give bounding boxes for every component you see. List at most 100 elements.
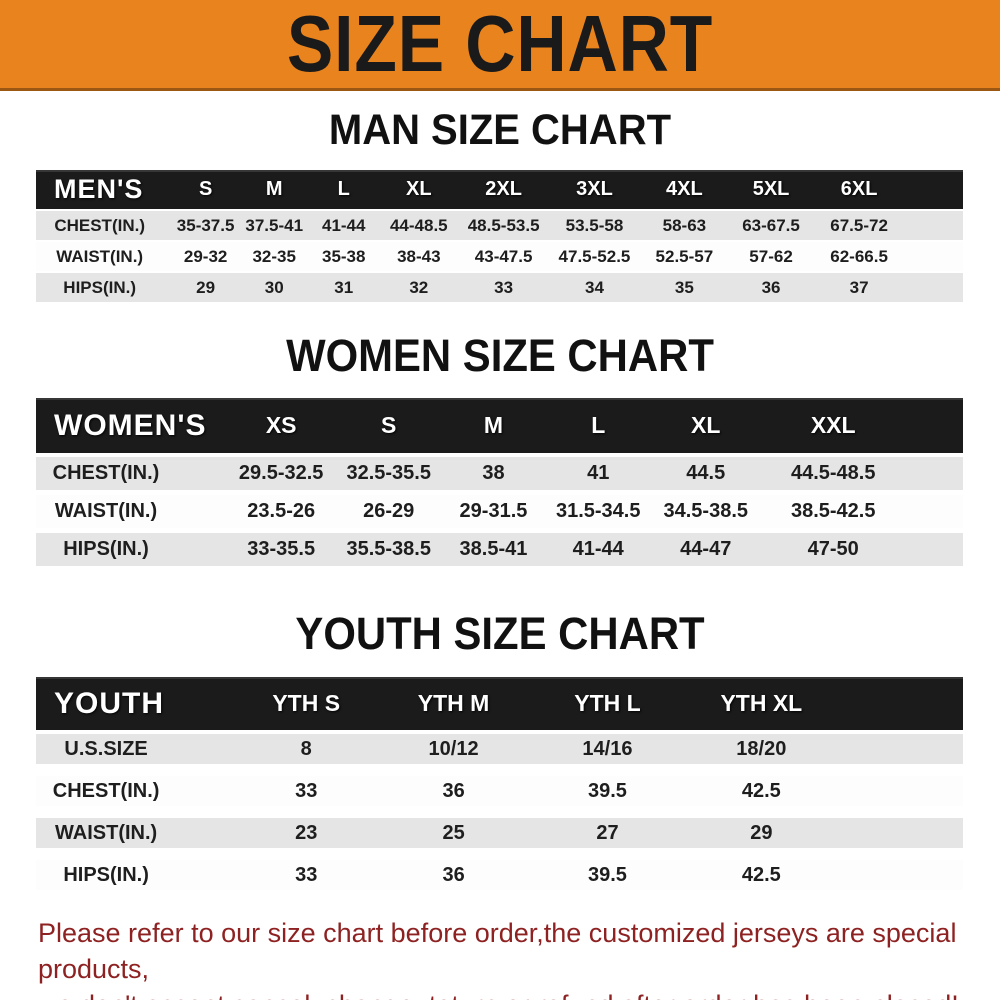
womens-row-2-label: HIPS(IN.): [63, 538, 149, 560]
womens-row-0: CHEST(IN.) 29.5-32.5 32.5-35.5 38 41 44.5 44.5…: [36, 457, 963, 490]
mens-row-2-spacer: [905, 273, 963, 302]
mens-row-1-label: WAIST(IN.): [56, 246, 144, 266]
womens-row-2-value-1: 35.5-38.5: [346, 538, 431, 560]
youth-row-0: U.S.SIZE 8 10/12 14/16 18/20: [36, 734, 963, 764]
mens-size-column-5: 3XL: [576, 178, 613, 200]
youth-size-column-0: YTH S: [272, 690, 341, 716]
mens-row-0-label: CHEST(IN.): [54, 215, 145, 235]
mens-row-1-value-8: 62-66.5: [830, 246, 888, 266]
mens-row-1-value-7: 57-62: [749, 246, 793, 266]
mens-row-2: HIPS(IN.) 29 30 31 32 33 34 35 36 37: [36, 273, 963, 302]
mens-row-2-value-6: 35: [674, 277, 694, 297]
mens-row-1-value-0: 29-32: [183, 246, 228, 266]
mens-size-column-8: 6XL: [840, 178, 878, 200]
mens-row-1-value-1: 32-35: [252, 246, 296, 266]
youth-row-1-value-1: 36: [442, 779, 465, 802]
mens-row-2-value-4: 33: [494, 277, 514, 297]
mens-row-0-value-2: 41-44: [321, 215, 366, 235]
youth-row-3-spacer: [839, 860, 963, 890]
womens-row-0-value-3: 41: [587, 462, 610, 484]
mens-size-column-0: S: [198, 178, 213, 200]
womens-row-0-label: CHEST(IN.): [52, 462, 160, 484]
youth-row-3-label: HIPS(IN.): [63, 863, 149, 886]
youth-row-3-value-0: 33: [295, 863, 318, 886]
mens-row-0-value-0: 35-37.5: [176, 215, 235, 235]
youth-row-2-value-1: 25: [442, 821, 465, 844]
youth-row-0-label: U.S.SIZE: [64, 737, 148, 760]
mens-size-column-4: 2XL: [485, 178, 522, 200]
man-section-heading-text: MAN SIZE CHART: [328, 106, 672, 154]
youth-row-2-spacer: [839, 818, 963, 848]
mens-size-column-1: M: [265, 178, 283, 200]
womens-header-spacer: [906, 398, 963, 453]
youth-row-0-value-3: 18/20: [736, 737, 787, 760]
youth-section-heading: YOUTH SIZE CHART: [0, 610, 1000, 657]
womens-row-1-value-5: 38.5-42.5: [790, 500, 876, 522]
mens-row-2-label: HIPS(IN.): [63, 277, 137, 297]
womens-row-2-value-2: 38.5-41: [459, 538, 528, 560]
footer-note: Please refer to our size chart before or…: [0, 915, 1000, 1000]
womens-row-0-value-5: 44.5-48.5: [790, 462, 876, 484]
womens-row-1-value-0: 23.5-26: [247, 500, 316, 522]
mens-size-column-6: 4XL: [666, 178, 703, 200]
youth-size-table: YOUTH YTH S YTH M YTH L YTH XL U.S.SIZE 8 10/12…: [36, 677, 963, 890]
youth-row-0-value-2: 14/16: [582, 737, 633, 760]
mens-size-column-7: 5XL: [752, 178, 790, 200]
youth-row-3: HIPS(IN.) 33 36 39.5 42.5: [36, 860, 963, 890]
womens-row-1-value-3: 31.5-34.5: [555, 500, 641, 522]
mens-row-1-value-4: 43-47.5: [474, 246, 533, 266]
youth-size-column-1: YTH M: [417, 690, 490, 716]
womens-row-1-value-4: 34.5-38.5: [663, 500, 748, 522]
youth-header-row: YOUTH YTH S YTH M YTH L YTH XL: [36, 677, 963, 730]
youth-row-1-spacer: [839, 776, 963, 806]
womens-header-label: WOMEN'S: [54, 408, 207, 442]
womens-row-2-value-0: 33-35.5: [247, 538, 316, 560]
womens-row-1-label: WAIST(IN.): [54, 500, 158, 522]
youth-size-column-3: YTH XL: [720, 690, 803, 716]
womens-row-2-value-4: 44-47: [680, 538, 732, 560]
womens-header-row: WOMEN'S XS S M L XL XXL: [36, 398, 963, 453]
mens-row-0-value-3: 44-48.5: [389, 215, 448, 235]
mens-row-2-value-0: 29: [196, 277, 216, 297]
womens-size-column-3: L: [591, 412, 606, 438]
youth-row-1-label: CHEST(IN.): [52, 779, 160, 802]
mens-header-row: MEN'S S M L XL 2XL 3XL 4XL 5XL 6XL: [36, 170, 963, 209]
mens-row-0-value-7: 63-67.5: [742, 215, 800, 235]
womens-row-2: HIPS(IN.) 33-35.5 35.5-38.5 38.5-41 41-44 44-…: [36, 533, 963, 566]
footer-note-line-2: we don't accept cancel, change, teturn o…: [38, 987, 990, 1000]
youth-row-2: WAIST(IN.) 23 25 27 29: [36, 818, 963, 848]
mens-row-0-value-6: 58-63: [662, 215, 707, 235]
youth-size-column-2: YTH L: [574, 690, 641, 716]
mens-row-2-value-7: 36: [761, 277, 781, 297]
womens-size-column-5: XXL: [810, 412, 856, 438]
youth-row-2-value-0: 23: [295, 821, 318, 844]
banner: SIZE CHART: [0, 0, 1000, 91]
mens-size-table: MEN'S S M L XL 2XL 3XL 4XL 5XL 6XL CHEST(IN.) 35-37…: [36, 170, 963, 302]
womens-size-table: WOMEN'S XS S M L XL XXL CHEST(IN.) 29.5-32.5 32.5…: [36, 398, 963, 566]
mens-row-0-value-4: 48.5-53.5: [467, 215, 540, 235]
mens-row-1-value-6: 52.5-57: [655, 246, 714, 266]
youth-row-2-value-3: 29: [750, 821, 773, 844]
womens-size-column-0: XS: [265, 412, 297, 438]
youth-row-1: CHEST(IN.) 33 36 39.5 42.5: [36, 776, 963, 806]
womens-row-1-value-1: 26-29: [363, 500, 415, 522]
womens-row-1-value-2: 29-31.5: [459, 500, 528, 522]
youth-header-label: YOUTH: [54, 686, 164, 720]
footer-note-line-1: Please refer to our size chart before or…: [38, 918, 957, 984]
womens-row-1: WAIST(IN.) 23.5-26 26-29 29-31.5 31.5-34.5 34…: [36, 495, 963, 528]
mens-row-0: CHEST(IN.) 35-37.5 37.5-41 41-44 44-48.5 48.5…: [36, 211, 963, 240]
womens-row-0-spacer: [906, 457, 963, 490]
womens-size-column-4: XL: [691, 412, 721, 438]
mens-header-label: MEN'S: [54, 174, 144, 204]
youth-row-2-value-2: 27: [596, 821, 619, 844]
womens-row-1-spacer: [906, 495, 963, 528]
man-section-heading: MAN SIZE CHART: [0, 108, 1000, 152]
youth-row-0-value-1: 10/12: [428, 737, 479, 760]
womens-size-column-1: S: [381, 412, 397, 438]
youth-row-2-label: WAIST(IN.): [55, 821, 158, 844]
mens-row-2-value-1: 30: [264, 277, 284, 297]
mens-row-2-value-8: 37: [849, 277, 869, 297]
womens-row-0-value-0: 29.5-32.5: [238, 462, 324, 484]
mens-row-2-value-2: 31: [334, 277, 354, 297]
